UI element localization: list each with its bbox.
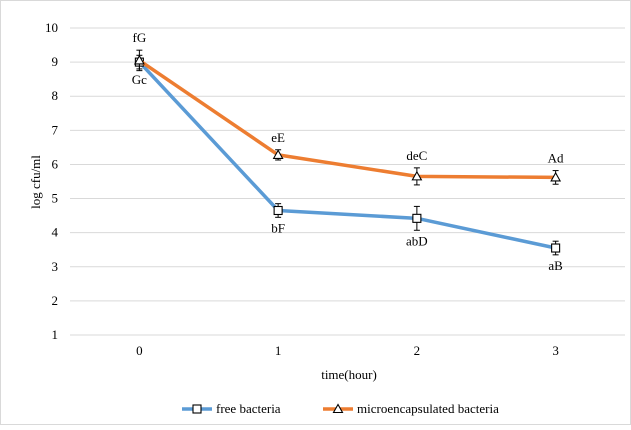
legend: free bacteria microencapsulated bacteria <box>182 401 499 416</box>
data-label: deC <box>406 148 427 163</box>
data-label: bF <box>271 220 285 235</box>
gridlines <box>70 27 625 336</box>
legend-item: microencapsulated bacteria <box>323 401 499 416</box>
series-line <box>137 60 558 250</box>
y-tick-label: 6 <box>52 156 59 171</box>
series-layer <box>133 49 562 256</box>
data-point <box>273 205 283 216</box>
data-label: Gc <box>132 72 147 87</box>
legend-label: microencapsulated bacteria <box>357 401 499 416</box>
x-tick-label: 1 <box>275 343 282 358</box>
x-axis-title: time(hour) <box>321 367 377 382</box>
legend-marker <box>332 403 344 414</box>
y-tick-label: 5 <box>52 191 59 206</box>
data-label: eE <box>271 130 285 145</box>
y-tick-label: 3 <box>52 259 59 274</box>
y-tick-label: 8 <box>52 88 59 103</box>
data-point <box>411 170 423 181</box>
x-axis-ticks: 0 1 2 3 <box>136 343 559 358</box>
y-axis-ticks: 1 2 3 4 5 6 7 8 9 10 <box>45 20 59 342</box>
data-point <box>550 171 562 182</box>
data-point <box>551 243 561 253</box>
data-point <box>412 213 422 223</box>
legend-label: free bacteria <box>216 401 281 416</box>
x-tick-label: 0 <box>136 343 143 358</box>
x-tick-label: 3 <box>552 343 559 358</box>
data-point <box>133 54 145 65</box>
y-tick-label: 7 <box>52 122 59 137</box>
data-label: aB <box>548 258 563 273</box>
y-tick-label: 1 <box>52 327 59 342</box>
data-label: Ad <box>548 151 564 166</box>
series-line <box>137 58 558 180</box>
y-tick-label: 10 <box>45 20 58 35</box>
legend-marker <box>192 404 202 414</box>
x-tick-label: 2 <box>414 343 421 358</box>
legend-item: free bacteria <box>182 401 281 416</box>
y-tick-label: 2 <box>52 293 59 308</box>
data-label: fG <box>133 30 147 45</box>
y-axis-title: log cfu/ml <box>28 155 43 209</box>
y-tick-label: 9 <box>52 54 59 69</box>
data-labels: Gc bF abD aB fG eE deC Ad <box>132 30 564 273</box>
series-triangle <box>133 49 562 186</box>
data-label: abD <box>406 233 428 248</box>
data-point <box>272 149 284 159</box>
y-tick-label: 4 <box>52 225 59 240</box>
